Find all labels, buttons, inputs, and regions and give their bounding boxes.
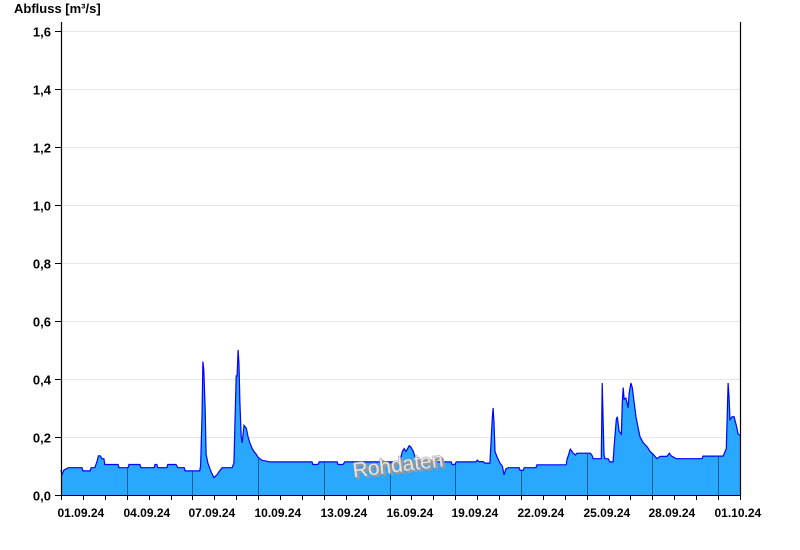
y-axis-title: Abfluss [m³/s]: [14, 1, 101, 16]
x-tick-label: 13.09.24: [321, 506, 368, 520]
x-tick-label: 25.09.24: [584, 506, 631, 520]
discharge-line: [60, 349, 741, 479]
y-tick-label: 0,6: [33, 315, 51, 330]
y-tick-label: 0,8: [33, 257, 51, 272]
x-ticks: 01.09.24 04.09.24 07.09.24 10.09.24 13.09.24…: [58, 495, 762, 520]
discharge-area: [61, 349, 740, 495]
x-tick-label: 28.09.24: [649, 506, 696, 520]
y-tick-label: 1,0: [33, 199, 51, 214]
x-tick-label: 04.09.24: [124, 506, 171, 520]
x-tick-label: 16.09.24: [387, 506, 434, 520]
x-tick-label: 10.09.24: [255, 506, 302, 520]
x-tick-label: 22.09.24: [518, 506, 565, 520]
major-date-lines: [61, 349, 719, 495]
x-tick-label: 07.09.24: [189, 506, 236, 520]
x-tick-label: 01.09.24: [58, 506, 105, 520]
y-tick-label: 1,6: [33, 25, 51, 40]
y-tick-label: 1,2: [33, 141, 51, 156]
x-tick-label: 19.09.24: [452, 506, 499, 520]
y-tick-label: 0,4: [33, 373, 52, 388]
axes: [60, 22, 742, 496]
y-tick-label: 0,0: [33, 489, 51, 504]
y-ticks: 0,0 0,2 0,4 0,6 0,8 1,0 1,2 1,4 1,6: [33, 25, 61, 504]
x-tick-label: 01.10.24: [715, 506, 762, 520]
y-tick-label: 0,2: [33, 431, 51, 446]
grid-lines: [61, 31, 740, 438]
y-tick-label: 1,4: [33, 83, 52, 98]
